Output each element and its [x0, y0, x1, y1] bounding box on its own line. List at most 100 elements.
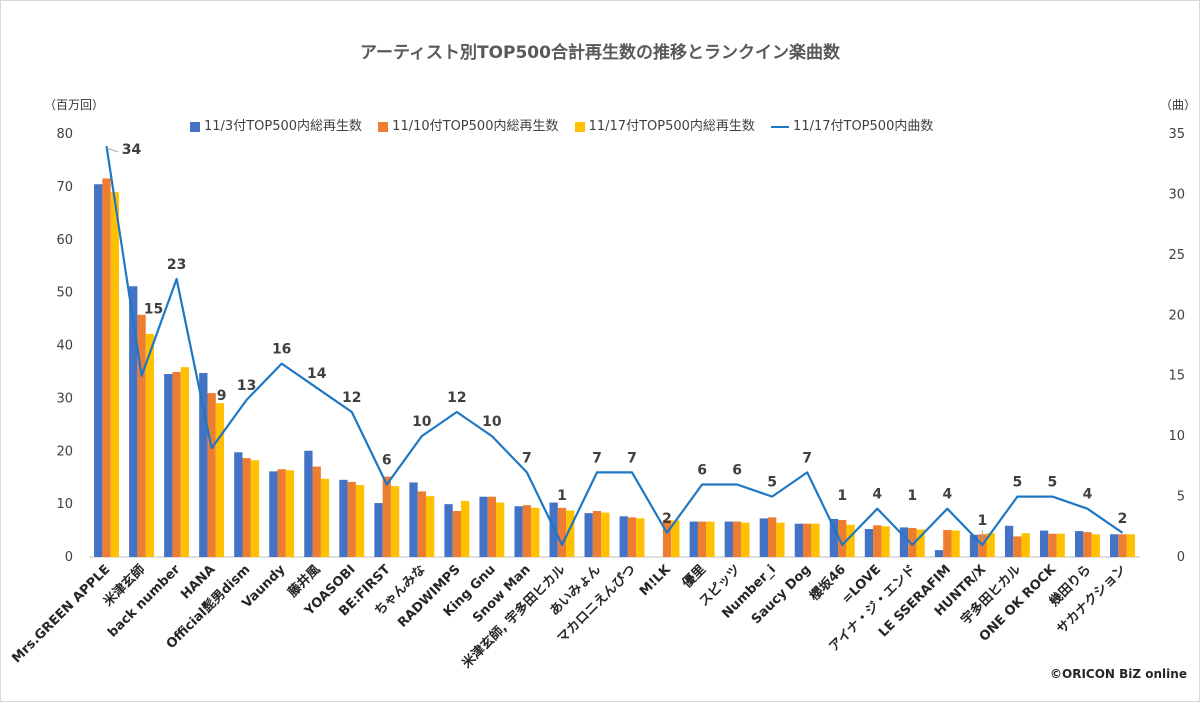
y-tick-label: 30 — [56, 391, 73, 406]
legend-item-2: 11/10付TOP500内総再生数 — [378, 115, 558, 134]
bar-s3-19 — [741, 522, 750, 557]
bar-s2-29 — [1083, 532, 1092, 557]
bar-s2-7 — [312, 466, 321, 557]
category-label-27: 宇多田ヒカル — [958, 562, 1024, 628]
credit: ©ORICON BiZ online — [1050, 667, 1187, 681]
line-data-label-1: 34 — [122, 142, 142, 158]
bar-s3-5 — [250, 460, 260, 557]
bar-s2-21 — [803, 523, 812, 557]
legend-item-3: 11/17付TOP500内総再生数 — [574, 115, 755, 134]
bar-s3-27 — [1021, 533, 1030, 557]
bar-s2-20 — [768, 517, 777, 557]
bar-s3-14 — [566, 510, 575, 557]
line-data-label-4: 9 — [217, 388, 227, 404]
line-data-label-12: 10 — [482, 414, 502, 430]
y-tick-label: 0 — [65, 550, 73, 565]
bar-s1-15 — [584, 513, 593, 557]
bar-s3-6 — [285, 470, 295, 557]
bar-s1-12 — [479, 496, 488, 557]
bar-s3-21 — [811, 523, 820, 557]
bar-s3-29 — [1091, 534, 1100, 557]
bar-s2-16 — [627, 517, 637, 557]
line-data-label-18: 6 — [697, 462, 707, 478]
bar-s3-23 — [881, 526, 890, 557]
bar-s1-6 — [269, 471, 278, 557]
bar-s2-11 — [452, 510, 461, 557]
bar-s1-1 — [94, 184, 103, 557]
bar-s2-25 — [943, 530, 952, 557]
bar-s2-30 — [1118, 534, 1127, 557]
bar-s2-1 — [102, 178, 111, 558]
line-data-label-30: 2 — [1118, 511, 1128, 527]
bar-s2-18 — [697, 521, 707, 557]
bar-s2-23 — [873, 525, 882, 557]
bar-s1-29 — [1075, 531, 1084, 557]
bar-s1-30 — [1110, 534, 1119, 557]
bar-s1-20 — [759, 518, 768, 557]
line-data-label-7: 14 — [307, 366, 327, 382]
bar-s3-1 — [110, 192, 119, 557]
line-data-label-8: 12 — [342, 390, 361, 406]
bar-s2-6 — [277, 469, 286, 557]
line-series-count — [105, 145, 1124, 547]
bar-s3-30 — [1126, 534, 1135, 557]
line-data-label-24: 1 — [907, 488, 917, 504]
line-data-label-26: 1 — [977, 513, 987, 529]
legend-item-1: 11/3付TOP500内総再生数 — [190, 115, 362, 134]
bar-s3-25 — [951, 530, 960, 557]
line-data-label-6: 16 — [272, 342, 291, 358]
line-data-label-3: 23 — [167, 257, 186, 273]
y-tick-label: 20 — [56, 444, 73, 459]
bar-s3-4 — [215, 403, 225, 557]
y2-tick-label: 35 — [1168, 127, 1185, 142]
y2-tick-label: 15 — [1168, 369, 1185, 384]
bar-s3-16 — [636, 518, 645, 557]
bar-s2-4 — [207, 393, 216, 557]
bar-s1-28 — [1039, 530, 1049, 557]
bar-s1-25 — [934, 550, 944, 557]
bar-s3-13 — [531, 507, 540, 557]
legend-swatch-3 — [574, 121, 585, 132]
chart-title: アーティスト別TOP500合計再生数の推移とランクイン楽曲数 — [360, 43, 840, 63]
bar-s3-2 — [145, 333, 154, 557]
bar-s1-13 — [514, 506, 523, 557]
left-axis-unit: （百万回） — [44, 98, 105, 112]
y2-tick-label: 25 — [1168, 248, 1185, 263]
bar-s3-20 — [776, 522, 785, 557]
line-data-label-28: 5 — [1048, 475, 1058, 491]
bar-s1-26 — [969, 534, 979, 557]
legend-label-2: 11/10付TOP500内総再生数 — [392, 119, 559, 134]
line-data-label-25: 4 — [942, 487, 952, 503]
y-tick-label: 60 — [56, 233, 73, 248]
bar-s1-4 — [199, 372, 208, 557]
bar-s3-10 — [425, 496, 435, 557]
bar-s3-7 — [320, 478, 330, 557]
bar-s2-15 — [592, 510, 602, 557]
category-label-17: M!LK — [637, 562, 675, 600]
bar-s2-10 — [417, 491, 426, 557]
line-data-label-11: 12 — [447, 390, 466, 406]
right-axis-unit: （曲） — [1160, 98, 1197, 112]
bar-s2-19 — [732, 521, 742, 557]
y2-tick-label: 0 — [1177, 550, 1185, 565]
legend-swatch-2 — [378, 121, 389, 132]
bar-s3-11 — [461, 500, 470, 557]
line-data-label-9: 6 — [382, 452, 392, 468]
bar-s2-9 — [382, 476, 391, 557]
line-data-label-10: 10 — [412, 414, 432, 430]
bar-s3-15 — [601, 512, 610, 557]
category-label-1: Mrs.GREEN APPLE — [9, 562, 113, 666]
bar-s1-11 — [444, 504, 453, 557]
bar-s3-8 — [355, 485, 365, 557]
bar-s3-28 — [1056, 533, 1065, 557]
line-data-label-23: 4 — [872, 487, 882, 503]
legend-label-3: 11/17付TOP500内総再生数 — [588, 119, 755, 134]
bar-s1-22 — [829, 518, 839, 557]
y-tick-label: 40 — [56, 339, 73, 354]
y2-tick-label: 5 — [1177, 490, 1185, 505]
bar-s3-18 — [706, 521, 715, 557]
y-tick-label: 80 — [56, 127, 73, 142]
bar-s1-27 — [1004, 525, 1014, 557]
line-data-label-15: 7 — [592, 450, 602, 466]
legend-label-4: 11/17付TOP500内曲数 — [793, 119, 934, 134]
